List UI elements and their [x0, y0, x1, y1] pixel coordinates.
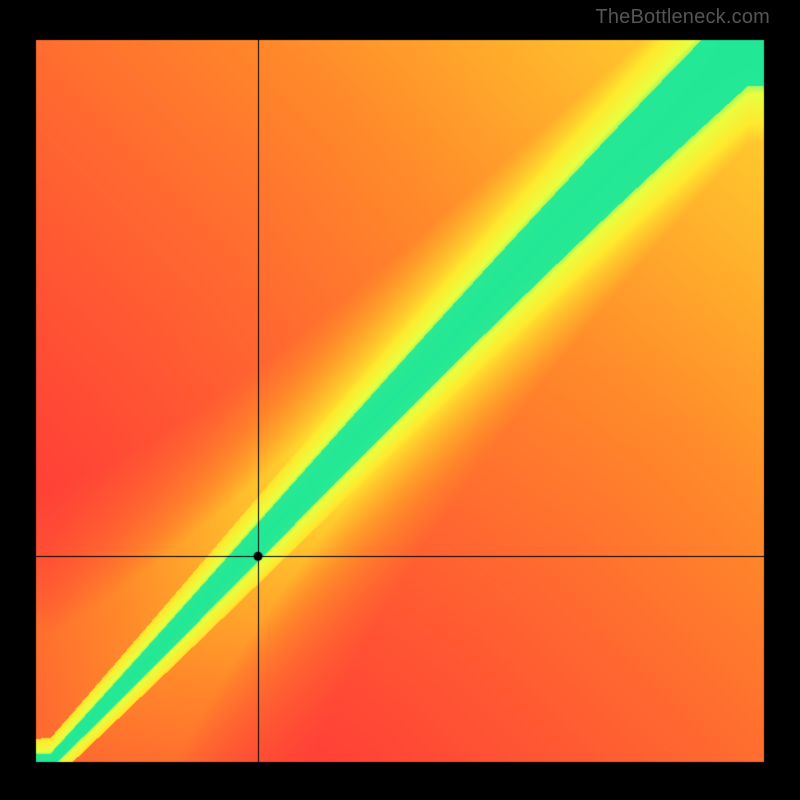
watermark-text: TheBottleneck.com: [595, 6, 770, 29]
heatmap-canvas: [0, 0, 800, 800]
chart-container: TheBottleneck.com: [0, 0, 800, 800]
